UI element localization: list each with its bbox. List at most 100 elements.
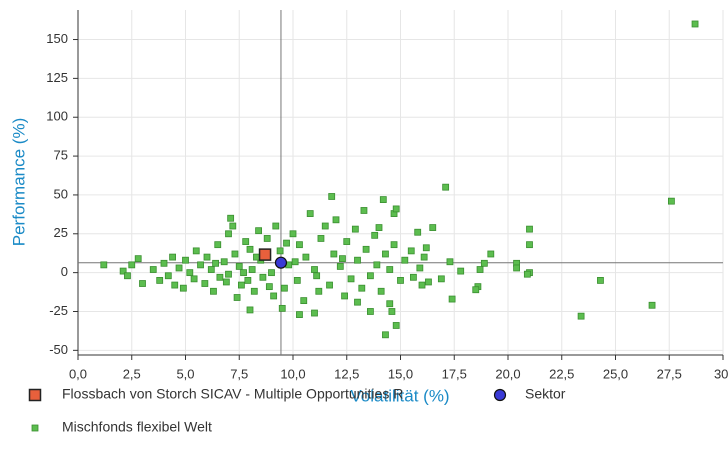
y-tick-label: 75 xyxy=(54,148,68,163)
point xyxy=(386,300,394,308)
point xyxy=(311,266,318,273)
point xyxy=(212,259,220,267)
x-tick-label: 25,0 xyxy=(603,366,628,381)
point xyxy=(315,287,323,295)
point xyxy=(278,304,286,312)
point xyxy=(296,311,303,318)
point xyxy=(382,331,389,339)
point xyxy=(420,253,428,261)
point xyxy=(233,294,241,301)
point xyxy=(526,241,533,249)
point xyxy=(253,253,260,261)
y-axis-title: Performance (%) xyxy=(9,118,28,246)
point xyxy=(237,281,245,289)
point xyxy=(190,275,198,283)
point xyxy=(231,250,239,258)
point xyxy=(186,269,194,277)
y-tick-label: 100 xyxy=(46,109,68,124)
point xyxy=(242,238,250,245)
point xyxy=(169,253,177,261)
point xyxy=(300,297,308,305)
point xyxy=(358,284,366,292)
point xyxy=(377,287,385,295)
point xyxy=(280,284,288,292)
point xyxy=(416,264,424,272)
x-tick-label: 12,5 xyxy=(334,366,359,381)
point xyxy=(362,245,370,253)
point xyxy=(134,255,142,263)
point xyxy=(291,258,299,266)
point xyxy=(317,235,325,242)
point xyxy=(289,230,297,238)
point xyxy=(429,224,437,231)
point xyxy=(246,306,254,314)
x-tick-label: 20,0 xyxy=(495,366,520,381)
y-tick-label: 0 xyxy=(61,264,68,279)
legend-marker xyxy=(493,388,507,402)
point xyxy=(409,273,417,281)
point xyxy=(283,239,290,247)
point xyxy=(293,277,301,284)
point xyxy=(250,287,258,295)
point xyxy=(216,273,224,281)
point xyxy=(149,266,157,273)
point xyxy=(270,292,278,300)
point xyxy=(210,287,217,295)
point xyxy=(182,256,189,264)
point xyxy=(225,230,232,238)
point xyxy=(442,183,450,191)
point xyxy=(214,241,222,249)
y-tick-label: 50 xyxy=(54,186,68,201)
x-tick-label: 27,5 xyxy=(657,366,682,381)
point xyxy=(306,210,314,217)
point xyxy=(207,266,215,273)
point xyxy=(371,231,379,239)
x-tick-label: 5,0 xyxy=(176,366,194,381)
point xyxy=(330,250,338,258)
point xyxy=(375,224,383,231)
point xyxy=(392,205,400,213)
point xyxy=(336,263,344,270)
x-tick-label: 0,0 xyxy=(69,366,87,381)
point xyxy=(328,193,336,200)
point xyxy=(347,275,355,283)
x-tick-label: 7,5 xyxy=(230,366,248,381)
x-tick-label: 30, xyxy=(714,366,728,381)
point xyxy=(397,277,404,284)
point xyxy=(296,241,303,249)
point xyxy=(321,222,329,230)
point xyxy=(229,222,237,230)
legend-label: Flossbach von Storch SICAV - Multiple Op… xyxy=(62,386,403,402)
point xyxy=(366,272,374,280)
point xyxy=(390,241,398,249)
point xyxy=(351,225,359,233)
point xyxy=(240,269,247,277)
point xyxy=(457,267,465,275)
point xyxy=(422,244,430,252)
point xyxy=(354,256,361,264)
point xyxy=(648,301,656,309)
point xyxy=(354,298,361,306)
point xyxy=(276,247,284,255)
point xyxy=(175,264,183,272)
legend-marker xyxy=(31,424,39,432)
point xyxy=(203,253,211,261)
point xyxy=(691,20,699,28)
point xyxy=(201,280,209,287)
point xyxy=(274,256,288,269)
point xyxy=(343,238,351,245)
point xyxy=(523,270,531,278)
point xyxy=(225,270,232,278)
x-tick-label: 17,5 xyxy=(442,366,467,381)
x-axis-title: Volatilität (%) xyxy=(350,386,449,405)
legend-label: Sektor xyxy=(525,386,566,402)
point xyxy=(339,255,346,263)
point xyxy=(268,269,275,277)
point xyxy=(332,216,340,224)
point xyxy=(139,280,146,287)
point xyxy=(425,278,432,286)
point xyxy=(597,277,604,284)
point xyxy=(171,281,179,289)
point xyxy=(414,228,422,236)
